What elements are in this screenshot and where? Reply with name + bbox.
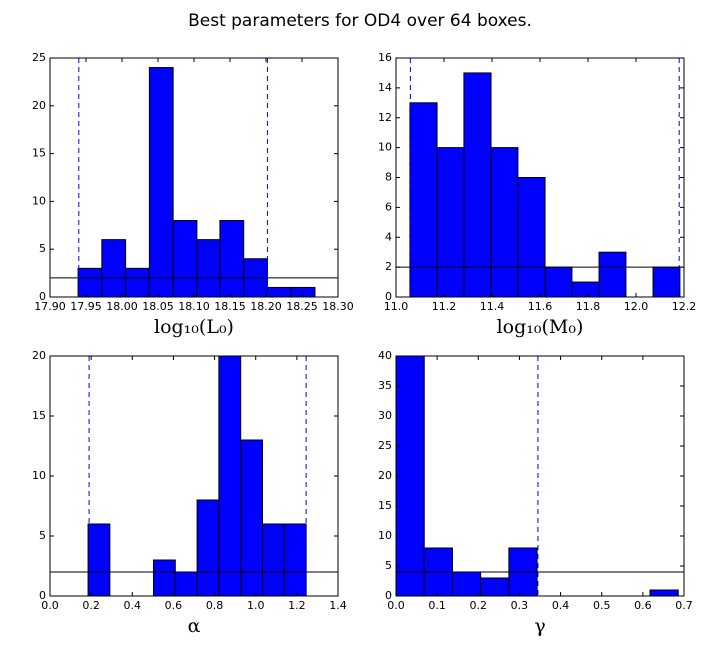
x-tick-label: 0.7: [675, 599, 693, 612]
y-tick-label: 20: [378, 469, 392, 482]
y-tick-label: 15: [32, 147, 46, 160]
x-tick-label: 18.15: [214, 300, 246, 313]
bar: [463, 72, 492, 298]
y-tick-label: 0: [39, 589, 46, 602]
y-tick-label: 0: [385, 589, 392, 602]
y-tick-label: 40: [378, 349, 392, 362]
y-tick-label: 15: [32, 409, 46, 422]
bar: [196, 239, 221, 298]
x-tick-label: 12.2: [672, 300, 697, 313]
y-tick-label: 0: [385, 290, 392, 303]
y-tick-label: 5: [385, 559, 392, 572]
bar: [571, 281, 600, 298]
y-tick-label: 4: [385, 230, 392, 243]
x-tick-label: 12.0: [624, 300, 649, 313]
x-tick-label: 18.20: [250, 300, 282, 313]
y-tick-label: 2: [385, 260, 392, 273]
y-tick-label: 6: [385, 200, 392, 213]
x-tick-label: 0.3: [511, 599, 529, 612]
y-tick-label: 5: [39, 529, 46, 542]
x-tick-label: 11.8: [576, 300, 601, 313]
x-tick-label: 1.0: [247, 599, 265, 612]
bar: [218, 355, 242, 597]
bar: [480, 577, 510, 597]
bar: [490, 147, 519, 298]
x-tick-label: 0.2: [82, 599, 100, 612]
x-axis-label: α: [188, 615, 201, 637]
bar: [196, 499, 220, 597]
bar: [174, 571, 198, 597]
bar: [395, 355, 425, 597]
y-tick-label: 10: [378, 529, 392, 542]
x-tick-label: 0.4: [124, 599, 142, 612]
y-tick-label: 16: [378, 51, 392, 64]
y-tick-label: 20: [32, 349, 46, 362]
x-tick-label: 1.2: [288, 599, 306, 612]
x-tick-label: 0.0: [41, 599, 59, 612]
bar: [436, 147, 465, 298]
x-tick-label: 0.5: [593, 599, 611, 612]
x-tick-label: 11.6: [528, 300, 553, 313]
y-tick-label: 10: [32, 194, 46, 207]
bar: [262, 523, 285, 597]
y-tick-label: 35: [378, 379, 392, 392]
y-tick-label: 20: [32, 99, 46, 112]
bar: [266, 286, 292, 298]
x-tick-label: 18.30: [322, 300, 354, 313]
x-tick-label: 11.0: [384, 300, 409, 313]
bar: [451, 571, 482, 597]
bar: [517, 177, 546, 298]
x-tick-label: 0.2: [470, 599, 488, 612]
y-tick-label: 12: [378, 111, 392, 124]
bar: [148, 67, 174, 298]
x-tick-label: 18.00: [106, 300, 138, 313]
x-axis-label: log₁₀(M₀): [497, 316, 584, 338]
x-tick-label: 0.1: [428, 599, 446, 612]
bar: [649, 589, 679, 597]
x-tick-label: 17.95: [70, 300, 102, 313]
x-tick-label: 0.6: [634, 599, 652, 612]
figure-title: Best parameters for OD4 over 64 boxes.: [188, 11, 532, 31]
x-axis-label: γ: [534, 615, 545, 637]
y-tick-label: 25: [378, 439, 392, 452]
x-tick-label: 0.6: [165, 599, 183, 612]
x-tick-label: 17.90: [34, 300, 66, 313]
x-tick-label: 0.0: [387, 599, 405, 612]
bar: [172, 220, 198, 298]
x-axis-label: log₁₀(L₀): [154, 316, 234, 338]
y-tick-label: 25: [32, 51, 46, 64]
bar: [87, 523, 111, 597]
bar: [652, 266, 681, 298]
y-tick-label: 14: [378, 81, 392, 94]
bar: [77, 267, 103, 298]
y-tick-label: 10: [378, 141, 392, 154]
bar: [544, 266, 573, 298]
x-tick-label: 18.10: [178, 300, 210, 313]
y-tick-label: 10: [32, 469, 46, 482]
x-tick-label: 1.4: [329, 599, 347, 612]
x-tick-label: 18.25: [286, 300, 318, 313]
bar: [598, 251, 627, 298]
bar: [219, 220, 245, 298]
bar: [240, 439, 264, 597]
y-tick-label: 0: [39, 290, 46, 303]
bar: [409, 102, 438, 298]
bar: [283, 523, 307, 597]
y-tick-label: 30: [378, 409, 392, 422]
x-tick-label: 11.2: [432, 300, 457, 313]
x-tick-label: 18.05: [142, 300, 174, 313]
y-tick-label: 15: [378, 499, 392, 512]
x-tick-label: 0.8: [206, 599, 224, 612]
bar: [152, 559, 176, 597]
bar: [125, 267, 150, 298]
bar: [101, 239, 127, 298]
y-tick-label: 8: [385, 171, 392, 184]
x-tick-label: 0.4: [552, 599, 570, 612]
y-tick-label: 5: [39, 242, 46, 255]
bar: [290, 286, 316, 298]
x-tick-label: 11.4: [480, 300, 505, 313]
